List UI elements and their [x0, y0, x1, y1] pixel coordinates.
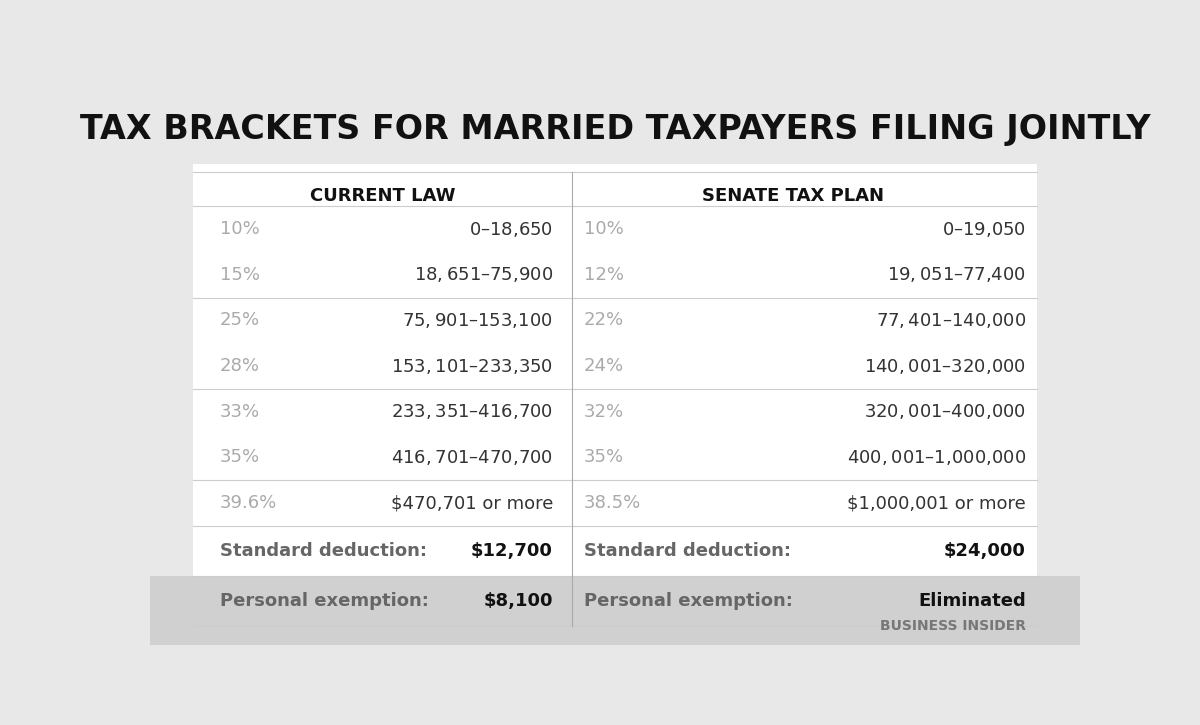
Text: 15%: 15% — [220, 266, 259, 283]
Text: 32%: 32% — [584, 403, 624, 420]
Text: $18,651 – $75,900: $18,651 – $75,900 — [414, 265, 553, 284]
Text: Personal exemption:: Personal exemption: — [584, 592, 793, 610]
FancyBboxPatch shape — [150, 576, 1080, 645]
Text: Standard deduction:: Standard deduction: — [584, 542, 791, 560]
Text: $12,700: $12,700 — [472, 542, 553, 560]
Text: BUSINESS INSIDER: BUSINESS INSIDER — [880, 619, 1026, 633]
Text: $416,701 – $470,700: $416,701 – $470,700 — [391, 448, 553, 467]
Text: $19,051 – $77,400: $19,051 – $77,400 — [887, 265, 1026, 284]
Text: 10%: 10% — [220, 220, 259, 239]
Text: $8,100: $8,100 — [484, 592, 553, 610]
Text: Standard deduction:: Standard deduction: — [220, 542, 427, 560]
Text: 35%: 35% — [584, 449, 624, 466]
Text: $0 – $19,050: $0 – $19,050 — [942, 220, 1026, 239]
Text: $1,000,001 or more: $1,000,001 or more — [847, 494, 1026, 512]
Text: 28%: 28% — [220, 357, 259, 375]
Text: TAX BRACKETS FOR MARRIED TAXPAYERS FILING JOINTLY: TAX BRACKETS FOR MARRIED TAXPAYERS FILIN… — [79, 113, 1151, 146]
Text: 33%: 33% — [220, 403, 260, 420]
Text: $77,401 – $140,000: $77,401 – $140,000 — [876, 311, 1026, 330]
Text: 24%: 24% — [584, 357, 624, 375]
Text: 22%: 22% — [584, 312, 624, 329]
Text: $140,001 – $320,000: $140,001 – $320,000 — [864, 357, 1026, 376]
Text: $153,101 – $233,350: $153,101 – $233,350 — [391, 357, 553, 376]
Text: $233,351 – $416,700: $233,351 – $416,700 — [391, 402, 553, 421]
Text: 35%: 35% — [220, 449, 260, 466]
Text: 39.6%: 39.6% — [220, 494, 277, 512]
Text: 38.5%: 38.5% — [584, 494, 641, 512]
Text: SENATE TAX PLAN: SENATE TAX PLAN — [702, 187, 884, 205]
Text: $0 – $18,650: $0 – $18,650 — [469, 220, 553, 239]
Text: $24,000: $24,000 — [944, 542, 1026, 560]
FancyBboxPatch shape — [193, 164, 1037, 576]
Text: 12%: 12% — [584, 266, 624, 283]
Text: $320,001 – $400,000: $320,001 – $400,000 — [864, 402, 1026, 421]
Text: Eliminated: Eliminated — [918, 592, 1026, 610]
Text: CURRENT LAW: CURRENT LAW — [310, 187, 455, 205]
Text: 10%: 10% — [584, 220, 624, 239]
Text: Personal exemption:: Personal exemption: — [220, 592, 428, 610]
Text: $400,001 – $1,000,000: $400,001 – $1,000,000 — [846, 448, 1026, 467]
Text: $75,901 – $153,100: $75,901 – $153,100 — [402, 311, 553, 330]
Text: $470,701 or more: $470,701 or more — [391, 494, 553, 512]
Text: 25%: 25% — [220, 312, 260, 329]
